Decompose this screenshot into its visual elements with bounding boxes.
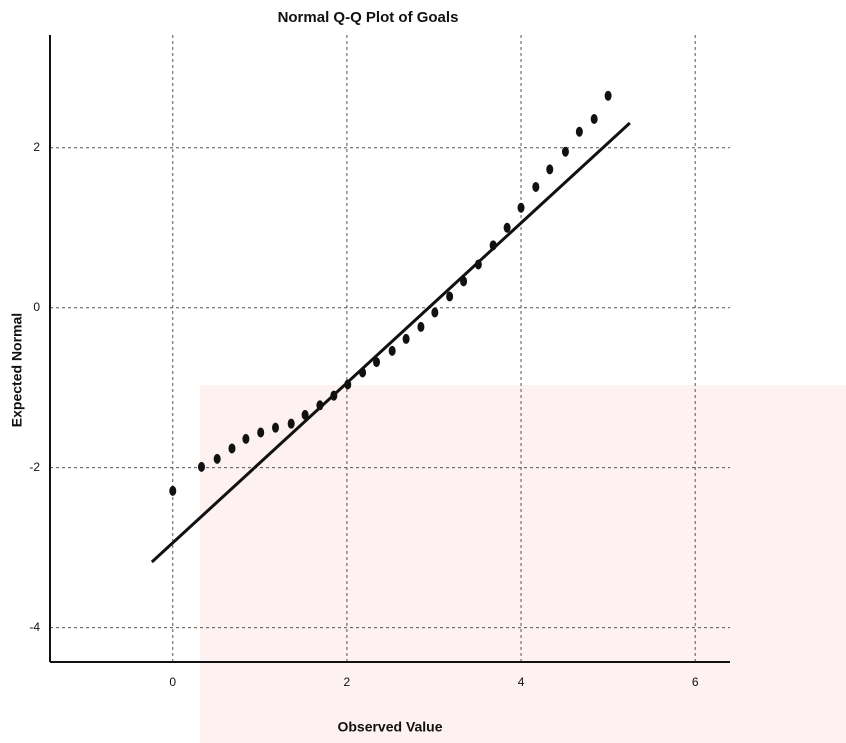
y-tick-label: 0 (33, 300, 40, 314)
point (330, 391, 337, 401)
point (576, 127, 583, 137)
point (198, 462, 205, 472)
point (288, 419, 295, 429)
point (214, 454, 221, 464)
point (446, 292, 453, 302)
point (490, 240, 497, 250)
point (518, 203, 525, 213)
point (605, 91, 612, 101)
point (257, 427, 264, 437)
point (302, 410, 309, 420)
point (373, 357, 380, 367)
point (359, 367, 366, 377)
point (228, 443, 235, 453)
point (591, 114, 598, 124)
x-tick-label: 6 (692, 675, 699, 689)
point (546, 164, 553, 174)
x-tick-label: 4 (518, 675, 525, 689)
y-tick-label: -4 (29, 620, 40, 634)
x-axis-label: Observed Value (337, 719, 442, 735)
point (316, 400, 323, 410)
point (431, 308, 438, 318)
point (169, 486, 176, 496)
point (532, 182, 539, 192)
point (475, 260, 482, 270)
point (562, 147, 569, 157)
point (403, 334, 410, 344)
point (389, 346, 396, 356)
chart-title: Normal Q-Q Plot of Goals (278, 9, 459, 26)
point (272, 423, 279, 433)
chart: Normal Q-Q Plot of Goals Observed Value … (0, 0, 846, 743)
y-tick-label: 2 (33, 140, 40, 154)
watermark (200, 385, 846, 743)
x-tick-label: 2 (344, 675, 351, 689)
point (417, 322, 424, 332)
point (344, 379, 351, 389)
y-axis-label: Expected Normal (9, 313, 25, 427)
point (504, 223, 511, 233)
y-tick-label: -2 (29, 460, 40, 474)
point (242, 434, 249, 444)
x-tick-label: 0 (169, 675, 176, 689)
point (460, 276, 467, 286)
